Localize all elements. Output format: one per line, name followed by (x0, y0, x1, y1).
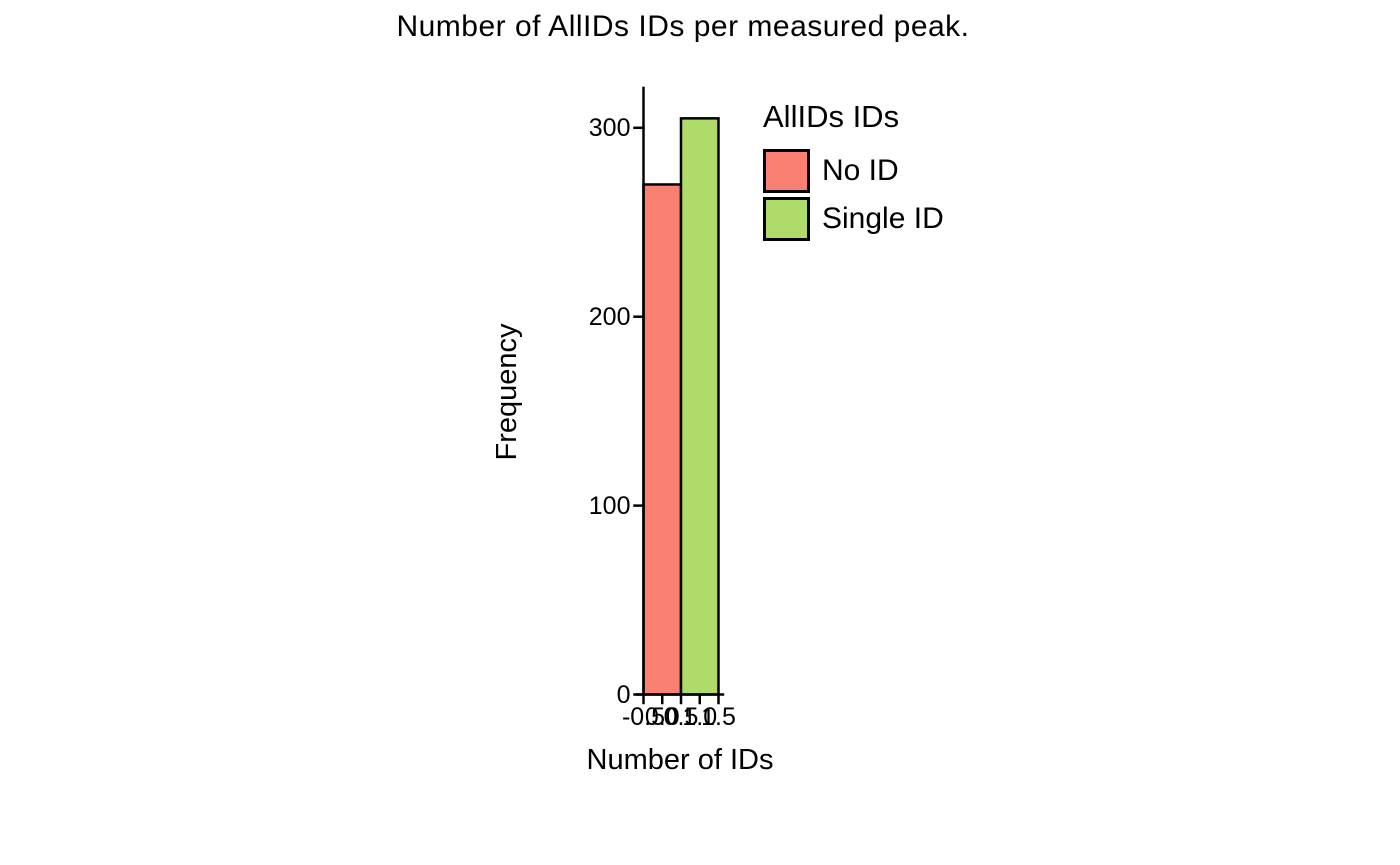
legend-label: No ID (822, 154, 899, 187)
x-tick-label: 0.5 (663, 702, 699, 731)
x-axis-title: Number of IDs (586, 744, 774, 776)
x-tick-label: 0.0 (644, 702, 680, 731)
y-tick-label: 200 (588, 302, 631, 331)
legend-label: Single ID (822, 201, 944, 235)
bar-single-id (679, 117, 720, 696)
y-tick-label: 100 (588, 491, 631, 520)
bar-no-id (642, 183, 683, 696)
x-tick-label: 1.0 (682, 702, 718, 731)
x-tick-label: 1.5 (701, 702, 736, 731)
legend-swatch-no-id (763, 149, 810, 193)
y-tick-label: 0 (616, 680, 631, 709)
y-tick-label: 300 (588, 113, 631, 142)
legend: AllIDs IDs No ID Single ID (760, 100, 1020, 250)
legend-entry-single-id: Single ID (760, 196, 1020, 244)
chart-title: Number of AllIDs IDs per measured peak. (396, 10, 970, 43)
legend-swatch-single-id (763, 196, 810, 241)
legend-entry-no-id: No ID (760, 149, 1020, 196)
legend-title: AllIDs IDs (763, 99, 900, 134)
x-tick-label: -0.5 (621, 702, 666, 731)
